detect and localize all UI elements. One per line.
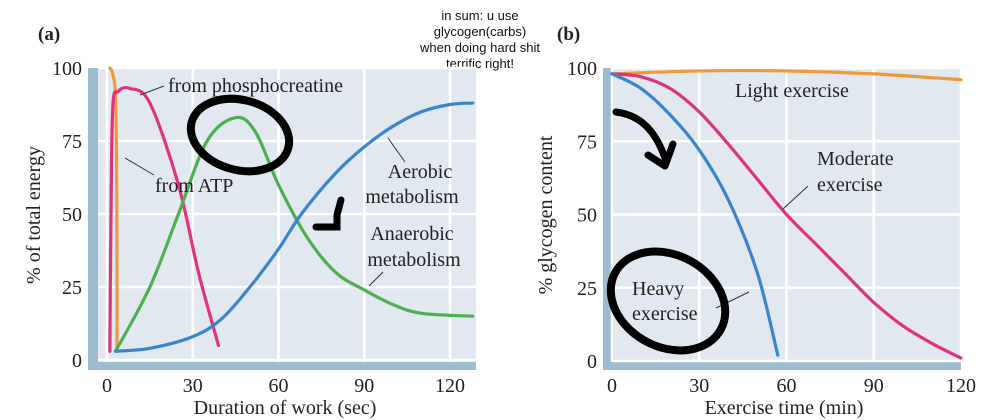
x-axis-label: Exercise time (min) <box>705 397 864 419</box>
y-tick-label: 25 <box>577 278 597 300</box>
label-heavy: Heavy <box>632 278 684 300</box>
series-line-aerobic-metabolism <box>113 101 475 353</box>
y-tick-label: 75 <box>577 131 597 153</box>
series-line-from-atp <box>108 66 119 353</box>
note-line: glycogen(carbs) <box>433 24 527 39</box>
series-line-heavy-exercise <box>610 72 780 357</box>
y-axis-strip <box>88 68 98 370</box>
label-aerobic: Aerobic <box>388 161 453 183</box>
hand-drawn-arrow <box>612 108 669 162</box>
panel-label: (b) <box>557 24 580 45</box>
x-axis-label: Duration of work (sec) <box>194 397 377 419</box>
label-heavy-2: exercise <box>632 303 698 325</box>
series-line-moderate-exercise <box>610 72 963 360</box>
x-tick-label: 120 <box>435 375 465 397</box>
label-anaerobic: Anaerobic <box>370 223 453 245</box>
y-tick-label: 50 <box>62 204 82 226</box>
label-moderate: Moderate <box>817 148 894 170</box>
label-moderate-2: exercise <box>817 174 883 196</box>
label-atp: from ATP <box>155 175 233 197</box>
x-tick-label: 30 <box>689 375 709 397</box>
leader-line <box>139 85 165 96</box>
x-tick-label: 0 <box>102 375 112 397</box>
leader-line <box>124 157 155 176</box>
series-line-light-exercise <box>610 68 963 82</box>
x-tick-label: 0 <box>607 375 617 397</box>
y-tick-label: 25 <box>62 277 82 299</box>
leader-line <box>782 185 809 210</box>
hand-drawn-mark <box>312 196 345 231</box>
y-axis-label: % of total energy <box>23 146 45 284</box>
y-axis-label: % glycogen content <box>535 135 557 294</box>
x-tick-label: 60 <box>777 375 797 397</box>
hand-drawn-circle-peak <box>186 94 294 176</box>
label-aerobic-2: metabolism <box>365 186 459 208</box>
label-anaerobic-2: metabolism <box>367 249 461 271</box>
note-line: when doing hard shit <box>420 40 540 55</box>
x-tick-label: 90 <box>864 375 884 397</box>
label-light-exercise: Light exercise <box>735 80 849 102</box>
y-tick-label: 75 <box>62 131 82 153</box>
y-tick-label: 100 <box>52 58 82 80</box>
arrow-head-icon <box>644 140 677 170</box>
plot-background <box>603 68 961 370</box>
leader-line <box>368 271 384 287</box>
panel-label: (a) <box>38 24 60 45</box>
leader-line <box>387 137 406 163</box>
series-line-anaerobic-metabolism <box>113 115 475 353</box>
x-axis-strip <box>88 362 476 370</box>
y-tick-label: 50 <box>577 205 597 227</box>
x-tick-label: 30 <box>183 375 203 397</box>
x-tick-label: 90 <box>354 375 374 397</box>
x-tick-label: 60 <box>269 375 289 397</box>
hand-drawn-circle-heavy <box>606 247 730 355</box>
note-line: in sum: u use <box>441 8 519 23</box>
x-tick-label: 120 <box>946 375 976 397</box>
y-tick-label: 100 <box>567 58 597 80</box>
y-tick-label: 0 <box>587 351 597 373</box>
label-phosphocreatine: from phosphocreatine <box>168 75 343 97</box>
y-axis-strip <box>603 68 613 370</box>
series-line-from-phosphocreatine <box>108 85 221 353</box>
y-tick-label: 0 <box>72 350 82 372</box>
x-axis-strip <box>603 362 961 370</box>
